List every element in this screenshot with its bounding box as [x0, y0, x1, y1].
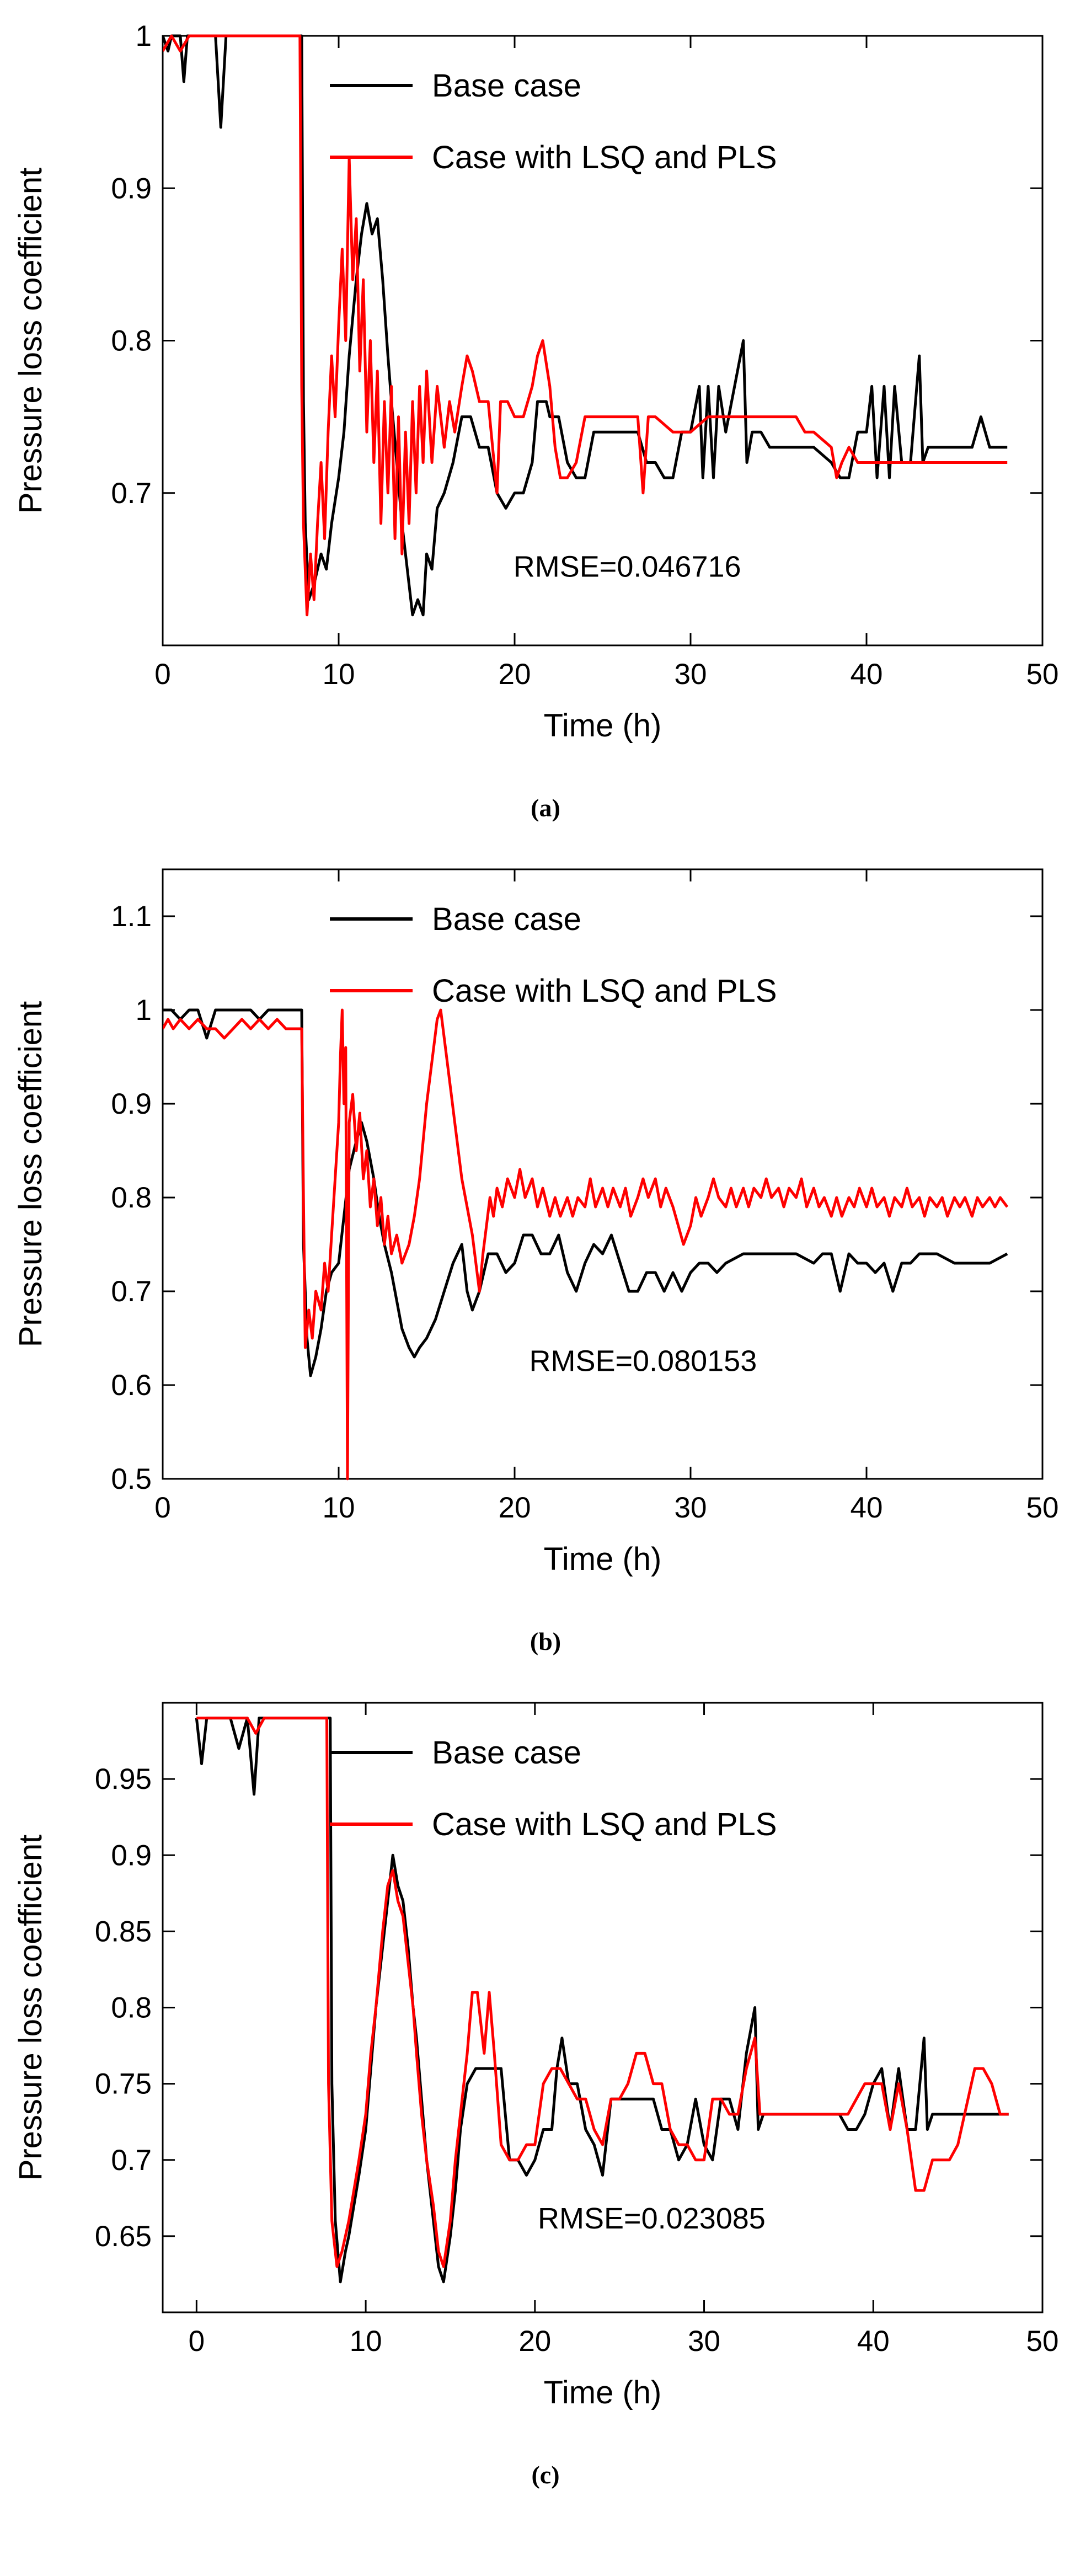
chart-panel-b: 0 10 20 30 40 50 0.5 0.6 0.7 0.8 0.9 1 1.1 Time (h) Pr… — [0, 850, 1091, 1656]
y-tick-label: 0.7 — [111, 2144, 152, 2177]
y-tick-label: 0.9 — [111, 172, 152, 205]
x-tick-label: 30 — [675, 1492, 707, 1524]
x-tick-label: 0 — [154, 658, 170, 691]
x-tick-label: 40 — [851, 1492, 883, 1524]
x-tick-label: 0 — [189, 2325, 205, 2358]
y-axis-label: Pressure loss coefficient — [13, 168, 49, 514]
x-tick-label: 30 — [675, 658, 707, 691]
y-tick-label: 0.9 — [111, 1088, 152, 1120]
x-tick-label: 30 — [688, 2325, 720, 2358]
x-tick-label: 10 — [350, 2325, 382, 2358]
legend-label: Base case — [432, 1735, 581, 1771]
chart-b-caption: (b) — [530, 1627, 561, 1655]
series-line-base-case — [195, 1717, 1009, 2284]
chart-c-canvas: 0 10 20 30 40 50 0.65 0.7 0.75 0.8 0.85 0.9 0.95 Time… — [13, 1702, 1059, 2411]
rmse-annotation: RMSE=0.080153 — [529, 1345, 757, 1378]
y-tick-label: 0.7 — [111, 477, 152, 510]
series-line-case-with-lsq-and-pls — [163, 1008, 1009, 1481]
chart-panel-c: 0 10 20 30 40 50 0.65 0.7 0.75 0.8 0.85 0.9 0.95 Time… — [0, 1684, 1091, 2489]
figure-page: 0 10 20 30 40 50 0.7 0.8 0.9 1 Time (h) Pressure lo… — [0, 17, 1091, 2489]
series-line-base-case — [163, 34, 1008, 617]
y-tick-label: 0.8 — [111, 1182, 152, 1214]
x-tick-label: 10 — [323, 658, 355, 691]
x-tick-label: 50 — [1026, 2325, 1059, 2358]
y-tick-label: 0.75 — [95, 2068, 152, 2101]
chart-a-caption: (a) — [531, 794, 560, 822]
legend-label: Case with LSQ and PLS — [432, 140, 777, 175]
y-axis-label: Pressure loss coefficient — [13, 1835, 49, 2181]
y-tick-label: 1 — [136, 20, 152, 52]
x-tick-label: 40 — [857, 2325, 890, 2358]
y-tick-label: 0.8 — [111, 325, 152, 357]
x-tick-label: 40 — [851, 658, 883, 691]
chart-c-caption: (c) — [531, 2461, 560, 2489]
x-tick-label: 20 — [499, 1492, 531, 1524]
x-tick-label: 20 — [499, 658, 531, 691]
x-tick-label: 20 — [518, 2325, 551, 2358]
rmse-annotation: RMSE=0.046716 — [514, 551, 741, 584]
legend-label: Case with LSQ and PLS — [432, 1807, 777, 1842]
plot-box — [162, 868, 1044, 1480]
y-tick-label: 0.7 — [111, 1275, 152, 1308]
y-tick-label: 0.5 — [111, 1463, 152, 1495]
legend-label: Base case — [432, 68, 581, 104]
rmse-annotation: RMSE=0.023085 — [538, 2202, 766, 2235]
x-axis-label: Time (h) — [544, 2375, 662, 2411]
chart-a-canvas: 0 10 20 30 40 50 0.7 0.8 0.9 1 Time (h) Pressure lo… — [13, 20, 1059, 744]
chart-b-canvas: 0 10 20 30 40 50 0.5 0.6 0.7 0.8 0.9 1 1.1 Time (h) Pr… — [13, 868, 1059, 1577]
y-tick-label: 0.95 — [95, 1763, 152, 1795]
series-line-case-with-lsq-and-pls — [196, 1717, 1009, 2268]
y-axis-label: Pressure loss coefficient — [13, 1001, 49, 1348]
x-axis-label: Time (h) — [544, 1541, 662, 1577]
x-tick-label: 50 — [1026, 658, 1059, 691]
y-tick-label: 1.1 — [111, 900, 152, 933]
y-tick-label: 0.85 — [95, 1915, 152, 1948]
legend-label: Base case — [432, 901, 581, 937]
series-line-case-with-lsq-and-pls — [163, 34, 1008, 617]
chart-panel-a: 0 10 20 30 40 50 0.7 0.8 0.9 1 Time (h) Pressure lo… — [0, 17, 1091, 822]
x-axis-label: Time (h) — [544, 708, 662, 744]
x-tick-label: 10 — [323, 1492, 355, 1524]
y-tick-label: 1 — [136, 994, 152, 1027]
y-tick-label: 0.9 — [111, 1839, 152, 1872]
x-tick-label: 50 — [1026, 1492, 1059, 1524]
series-line-base-case — [163, 1008, 1008, 1377]
y-tick-label: 0.8 — [111, 1992, 152, 2024]
x-tick-label: 0 — [154, 1492, 170, 1524]
y-tick-label: 0.6 — [111, 1369, 152, 1402]
y-tick-label: 0.65 — [95, 2220, 152, 2253]
legend-label: Case with LSQ and PLS — [432, 973, 777, 1009]
